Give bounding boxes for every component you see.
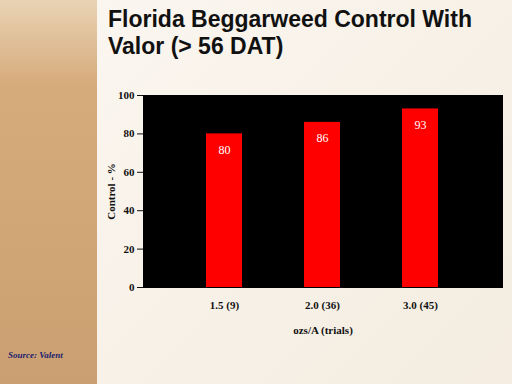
svg-text:86: 86 (317, 131, 329, 145)
svg-text:60: 60 (124, 166, 136, 178)
svg-text:0: 0 (129, 281, 135, 293)
svg-text:ozs/A (trials): ozs/A (trials) (293, 324, 353, 337)
svg-text:3.0 (45): 3.0 (45) (403, 299, 438, 312)
html-text:Source: Valent: Source: Valent (8, 350, 63, 360)
svg-text:100: 100 (118, 89, 135, 101)
svg-text:80: 80 (124, 127, 136, 139)
svg-text:2.0 (36): 2.0 (36) (305, 299, 340, 312)
svg-text:Control - %: Control - % (105, 163, 117, 220)
svg-text:1.5 (9): 1.5 (9) (210, 299, 240, 312)
svg-text:40: 40 (124, 204, 136, 216)
svg-text:80: 80 (219, 143, 231, 157)
html-text:Florida Beggarweed Control Wit: Florida Beggarweed Control With Valor (>… (108, 6, 472, 59)
svg-text:20: 20 (124, 243, 136, 255)
svg-text:93: 93 (415, 118, 427, 132)
